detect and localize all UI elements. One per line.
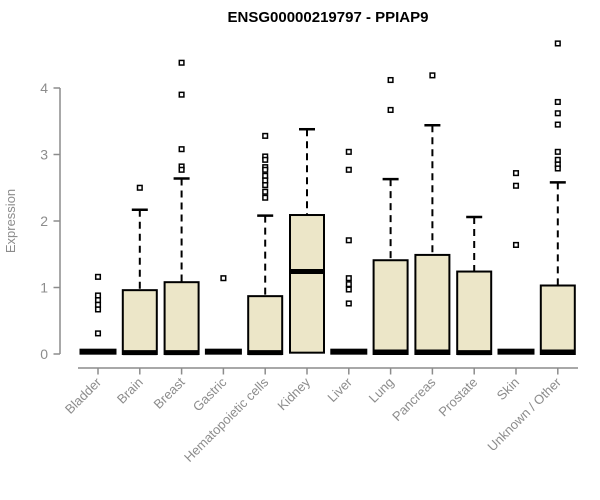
box-group bbox=[247, 132, 284, 356]
outlier-point bbox=[178, 91, 185, 98]
box-group bbox=[204, 275, 242, 355]
box-group bbox=[289, 127, 325, 354]
x-tick-label: Skin bbox=[494, 375, 522, 403]
outlier-point bbox=[387, 76, 394, 84]
x-tick-label: Kidney bbox=[274, 374, 313, 413]
outlier-point bbox=[554, 148, 561, 155]
iqr-box bbox=[247, 295, 284, 355]
outlier-point bbox=[262, 132, 269, 139]
outlier-point bbox=[554, 121, 561, 128]
x-tick-label-group: Liver bbox=[324, 374, 355, 405]
outlier-point bbox=[262, 182, 269, 189]
outlier-point bbox=[178, 146, 185, 153]
outlier-point bbox=[554, 110, 561, 117]
x-tick-label: Breast bbox=[151, 374, 188, 411]
outlier-point bbox=[345, 275, 352, 282]
iqr-box bbox=[121, 289, 158, 356]
chart-title: ENSG00000219797 - PPIAP9 bbox=[228, 9, 429, 26]
iqr-box bbox=[372, 259, 409, 355]
outlier-point bbox=[387, 106, 394, 113]
outlier-point bbox=[94, 306, 102, 313]
outlier-point bbox=[262, 156, 269, 163]
outlier-point bbox=[554, 165, 561, 172]
x-tick-label-group: Pancreas bbox=[389, 374, 439, 424]
collapsed-box bbox=[204, 348, 242, 355]
x-tick-label-group: Gastric bbox=[190, 374, 230, 414]
box-series bbox=[79, 40, 576, 356]
x-tick-label: Pancreas bbox=[389, 374, 439, 424]
x-tick-label: Liver bbox=[324, 374, 355, 405]
iqr-box bbox=[539, 284, 576, 356]
x-tick-label: Bladder bbox=[62, 374, 105, 417]
collapsed-box bbox=[79, 348, 117, 355]
outlier-point bbox=[136, 184, 143, 191]
outlier-point bbox=[345, 148, 352, 155]
collapsed-box bbox=[497, 348, 535, 355]
outlier-point bbox=[262, 166, 269, 173]
x-tick-label-group: Prostate bbox=[435, 375, 480, 420]
y-tick-label: 0 bbox=[40, 346, 48, 362]
iqr-box bbox=[289, 214, 325, 354]
collapsed-box bbox=[330, 348, 368, 355]
x-tick-label-group: Brain bbox=[114, 375, 146, 407]
outlier-point bbox=[262, 188, 269, 195]
box-group bbox=[330, 148, 368, 355]
x-tick-label: Lung bbox=[366, 375, 397, 406]
outlier-point bbox=[94, 330, 102, 337]
box-group bbox=[414, 72, 451, 355]
x-tick-label-group: Kidney bbox=[274, 374, 313, 413]
outlier-point bbox=[220, 275, 227, 282]
box-group bbox=[539, 40, 576, 356]
x-tick-label: Unknown / Other bbox=[484, 374, 564, 454]
iqr-box bbox=[163, 281, 200, 355]
outlier-point bbox=[345, 286, 352, 293]
outlier-point bbox=[512, 241, 520, 248]
outlier-point bbox=[178, 59, 185, 66]
outlier-point bbox=[512, 170, 520, 177]
y-axis-label: Expression bbox=[3, 189, 18, 253]
outlier-point bbox=[345, 281, 352, 288]
box-group bbox=[163, 59, 200, 356]
y-tick-label: 1 bbox=[40, 280, 48, 296]
outlier-point bbox=[262, 194, 269, 201]
box-group bbox=[79, 273, 117, 355]
x-tick-label: Brain bbox=[114, 375, 146, 407]
box-group bbox=[497, 170, 535, 355]
x-tick-label-group: Lung bbox=[366, 375, 397, 406]
y-tick-label: 4 bbox=[40, 80, 48, 96]
outlier-point bbox=[178, 166, 185, 173]
box-group bbox=[372, 76, 409, 355]
x-tick-label-group: Breast bbox=[151, 374, 188, 411]
box-group bbox=[456, 215, 493, 356]
outlier-point bbox=[345, 237, 352, 244]
x-tick-label: Gastric bbox=[190, 374, 230, 414]
x-tick-label: Prostate bbox=[435, 375, 480, 420]
x-tick-label-group: Skin bbox=[494, 375, 522, 403]
outlier-point bbox=[554, 40, 561, 47]
y-tick-label: 3 bbox=[40, 147, 48, 163]
outlier-point bbox=[345, 166, 352, 173]
outlier-point bbox=[512, 182, 520, 189]
iqr-box bbox=[456, 270, 493, 356]
iqr-box bbox=[414, 253, 451, 355]
outlier-point bbox=[554, 98, 561, 106]
x-tick-label-group: Bladder bbox=[62, 374, 105, 417]
outlier-point bbox=[429, 72, 436, 79]
x-tick-label-group: Unknown / Other bbox=[484, 374, 564, 454]
outlier-point bbox=[345, 300, 352, 307]
y-tick-label: 2 bbox=[40, 213, 48, 229]
box-group bbox=[121, 184, 158, 356]
outlier-point bbox=[94, 273, 102, 280]
